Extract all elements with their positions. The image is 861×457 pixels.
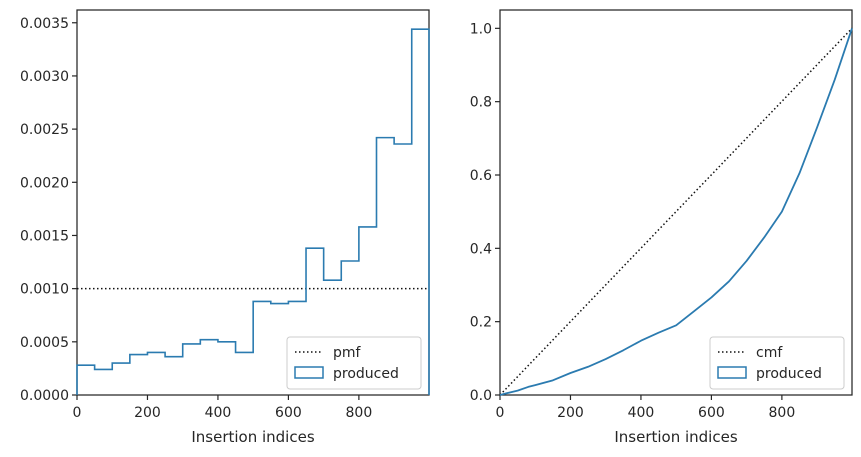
left-legend-box [286,336,422,390]
left-x-tick-label: 600 [275,405,302,421]
left-legend-produced-swatch [294,366,324,379]
left-x-tick-label: 400 [205,405,232,421]
left-y-tick-label: 0.0010 [20,282,69,298]
left-y-tick-label: 0.0025 [20,122,69,138]
left-x-tick-label: 800 [346,405,373,421]
right-x-tick-label: 0 [496,405,505,421]
left-y-ticks: 0.0000 0.0005 0.0010 0.0015 0.0020 0.0025 0.00… [20,16,77,404]
right-y-ticks: 0.0 0.2 0.4 0.6 0.8 1.0 [470,21,500,404]
right-y-tick-label: 0.6 [470,168,492,184]
right-x-tick-label: 800 [769,405,796,421]
left-y-tick-label: 0.0035 [20,16,69,32]
right-series-cmf-line [499,27,853,396]
right-y-tick-label: 0.2 [470,315,492,331]
left-series-layer [76,28,430,395]
right-x-axis-label: Insertion indices [614,428,737,446]
left-legend: pmf produced [286,336,422,390]
right-y-tick-label: 0.0 [470,388,492,404]
right-legend-cmf-label: cmf [756,345,783,361]
left-y-tick-label: 0.0015 [20,228,69,244]
right-legend-produced-swatch [717,366,747,379]
left-x-tick-label: 200 [134,405,161,421]
left-series-produced-step [76,28,430,395]
left-legend-produced-label: produced [333,366,399,382]
left-legend-pmf-label: pmf [333,345,362,361]
right-y-tick-label: 0.8 [470,95,492,111]
left-panel-pmf: 0.0000 0.0005 0.0010 0.0015 0.0020 0.0025 0.00… [20,9,430,446]
left-y-tick-label: 0.0020 [20,175,69,191]
right-x-tick-label: 200 [557,405,584,421]
right-legend-box [709,336,845,390]
right-x-tick-label: 600 [698,405,725,421]
left-y-tick-label: 0.0005 [20,335,69,351]
right-legend: cmf produced [709,336,845,390]
right-y-tick-label: 1.0 [470,21,492,37]
left-x-ticks: 0 200 400 600 800 [73,395,373,421]
right-series-layer [499,27,853,396]
right-series-produced-curve [499,28,853,396]
left-y-tick-label: 0.0000 [20,388,69,404]
right-panel-cmf: 0.0 0.2 0.4 0.6 0.8 1.0 0 200 400 600 800 Inserti… [470,9,853,446]
left-y-tick-label: 0.0030 [20,69,69,85]
right-x-ticks: 0 200 400 600 800 [496,395,796,421]
right-legend-produced-label: produced [756,366,822,382]
right-plot-frame [499,9,853,396]
left-x-axis-label: Insertion indices [191,428,314,446]
right-y-tick-label: 0.4 [470,241,492,257]
left-x-tick-label: 0 [73,405,82,421]
right-x-tick-label: 400 [628,405,655,421]
